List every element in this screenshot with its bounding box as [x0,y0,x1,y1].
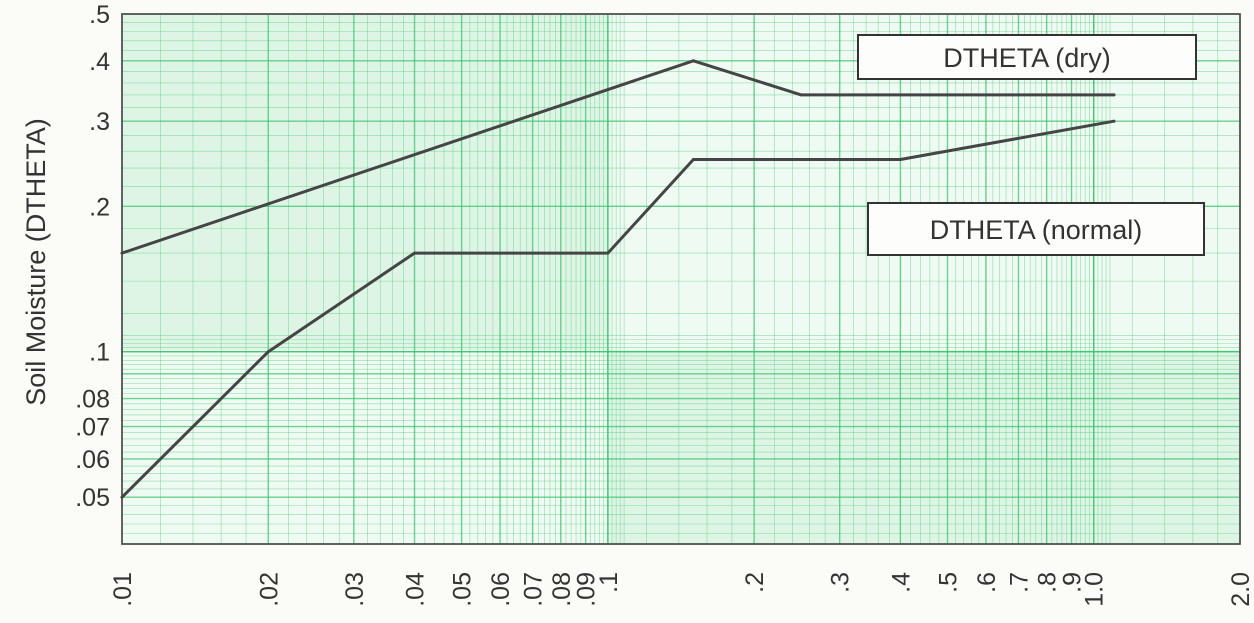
data-point-normal [1112,119,1116,123]
grid [121,13,1241,545]
x-tick-label: .03 [341,572,369,607]
x-tick-label: .9 [1059,572,1087,593]
y-tick-label: .2 [89,193,110,221]
x-tick-label: .2 [741,572,769,593]
x-tick-label: .5 [935,572,963,593]
x-tick-label: .02 [255,572,283,607]
data-point-normal [120,495,124,499]
data-point-dry [1112,93,1116,97]
y-tick-label: .06 [75,446,110,474]
legend-dry-label: DTHETA (dry) [943,43,1111,73]
y-axis-label: Soil Moisture (DTHETA) [21,118,51,406]
x-tick-labels: .01 .02 .03 .04 .05 .06.07.08.09.1 .2 .3 .4 .5 .6.… [109,572,1254,607]
x-tick-label: .6 [973,572,1001,593]
y-tick-label: .08 [75,386,110,414]
x-tick-label: .3 [827,572,855,593]
plot-frame [121,13,1241,545]
data-point-normal [413,251,416,255]
plot-shade-lower-right [608,350,1240,544]
data-point-normal [266,350,270,354]
series-lines [120,59,1116,499]
x-tick-label: .4 [887,572,915,593]
x-tick-label: .01 [109,572,137,607]
data-point-dry [799,93,803,97]
x-tick-label: .1 [595,572,623,593]
data-point-normal [691,158,695,161]
legend-normal-box [867,202,1205,256]
data-point-dry [691,59,695,63]
x-tick-label: .07 [520,572,548,607]
y-tick-label: .1 [89,339,110,367]
legend-normal: DTHETA (normal) [867,202,1205,256]
y-tick-label: .05 [75,484,110,512]
x-tick-label: .7 [1006,572,1034,593]
x-tick-label: .8 [1034,572,1062,593]
plot-shade-upper-left [122,14,608,350]
series-line-dry [120,59,1116,255]
data-point-normal [898,158,902,161]
x-tick-label: .05 [449,572,477,607]
y-tick-labels: .05 .06 .07.08 .1 .2 .3 .4 .5 [75,1,110,512]
x-tick-label: .06 [487,572,515,607]
data-point-dry [120,251,124,255]
y-tick-label: .5 [89,1,110,29]
y-tick-label: .3 [89,108,110,136]
legend-dry-box [857,34,1197,80]
x-tick-label: 1.0 [1081,572,1109,607]
legend-normal-label: DTHETA (normal) [930,215,1143,245]
x-tick-label: 2.0 [1227,572,1254,607]
x-tick-label: .04 [402,572,430,607]
legend-dry: DTHETA (dry) [857,34,1197,80]
data-point-normal [606,251,610,255]
x-tick-label: .08 [548,572,576,607]
x-tick-label: .09 [573,572,601,607]
y-tick-label: .07 [75,414,110,442]
y-tick-label: .4 [89,48,110,76]
